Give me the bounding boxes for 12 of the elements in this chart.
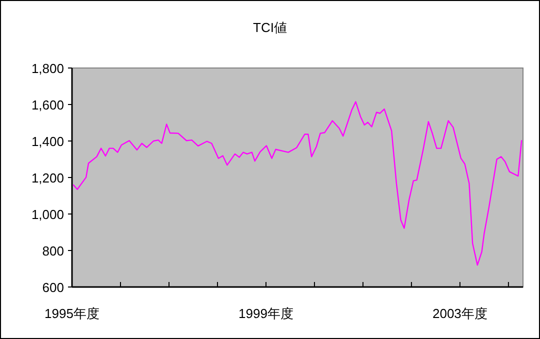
y-tick-label: 1,000 bbox=[31, 207, 64, 222]
line-series bbox=[72, 101, 522, 266]
x-tick-label: 2003年度 bbox=[432, 306, 488, 321]
y-tick-label: 600 bbox=[42, 280, 64, 295]
y-tick-label: 1,800 bbox=[31, 61, 64, 76]
y-tick-label: 1,400 bbox=[31, 134, 64, 149]
x-tick-label: 1999年度 bbox=[238, 306, 294, 321]
y-tick-label: 1,600 bbox=[31, 98, 64, 112]
chart-title: TCI値 bbox=[253, 20, 287, 35]
y-tick-label: 1,200 bbox=[31, 170, 64, 186]
x-tick-label: 1995年度 bbox=[44, 306, 100, 321]
y-tick-label: 800 bbox=[42, 244, 64, 258]
